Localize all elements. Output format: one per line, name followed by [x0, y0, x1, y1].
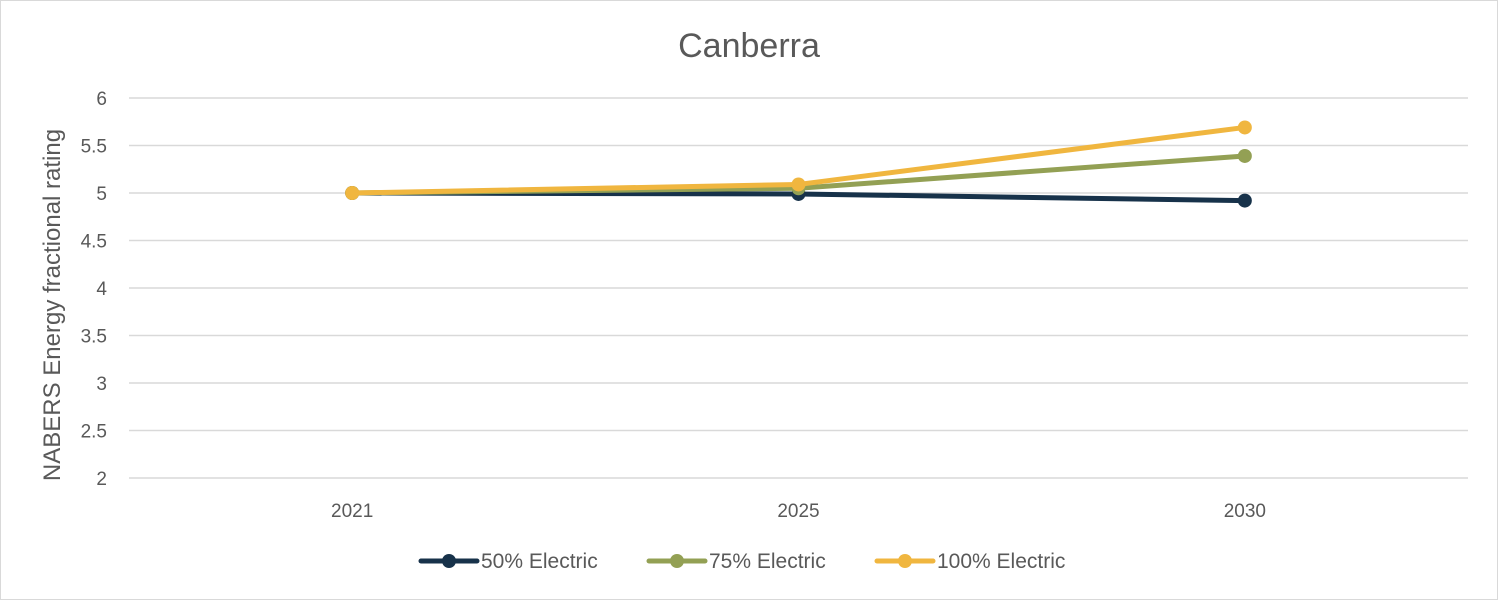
chart-title: Canberra: [678, 27, 820, 65]
data-point: [1237, 148, 1252, 163]
y-tick-label: 5: [96, 184, 107, 205]
y-tick-label: 5.5: [81, 137, 107, 158]
legend: 50% Electric 75% Electric 100% Electric: [418, 550, 1065, 573]
legend-item: 100% Electric: [874, 550, 1065, 573]
y-tick-label: 3.5: [81, 327, 107, 348]
y-tick-label: 2.5: [81, 422, 107, 443]
y-tick-label: 4: [96, 279, 107, 300]
data-point: [345, 186, 360, 200]
legend-label: 100% Electric: [937, 550, 1065, 573]
series-3: [345, 120, 1252, 200]
legend-swatch-marker: [898, 554, 912, 568]
legend-item: 75% Electric: [646, 550, 826, 573]
y-tick-label: 2: [96, 469, 107, 490]
data-point: [791, 177, 806, 192]
legend-label: 75% Electric: [709, 550, 826, 573]
legend-item: 50% Electric: [418, 550, 598, 573]
y-tick-label: 4.5: [81, 232, 107, 253]
x-tick-label: 2030: [1224, 501, 1266, 522]
y-tick-label: 3: [96, 374, 107, 395]
series-lines: [345, 120, 1252, 208]
y-tick-label: 6: [96, 89, 107, 110]
x-axis-ticks: 2021 2025 2030: [331, 501, 1266, 522]
x-tick-label: 2021: [331, 501, 373, 522]
data-point: [1237, 193, 1252, 208]
gridlines: [129, 97, 1468, 479]
data-point: [1237, 120, 1252, 135]
x-tick-label: 2025: [777, 501, 819, 522]
y-axis-ticks: 2 2.5 3 3.5 4 4.5 5 5.5 6: [81, 89, 108, 490]
legend-label: 50% Electric: [481, 550, 598, 573]
y-axis-label: NABERS Energy fractional rating: [39, 129, 66, 481]
legend-swatch-marker: [670, 554, 684, 568]
legend-swatch-marker: [442, 554, 456, 568]
